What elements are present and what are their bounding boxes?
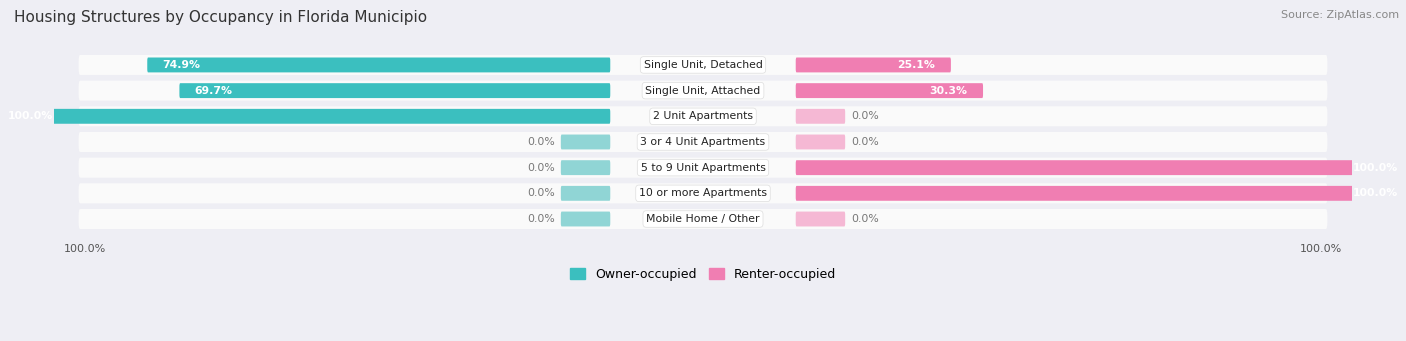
- Text: 0.0%: 0.0%: [852, 137, 879, 147]
- FancyBboxPatch shape: [796, 186, 1406, 201]
- Text: 30.3%: 30.3%: [929, 86, 967, 95]
- Text: 0.0%: 0.0%: [527, 214, 554, 224]
- FancyBboxPatch shape: [561, 211, 610, 226]
- Text: Mobile Home / Other: Mobile Home / Other: [647, 214, 759, 224]
- Text: 100.0%: 100.0%: [1353, 188, 1399, 198]
- FancyBboxPatch shape: [561, 186, 610, 201]
- FancyBboxPatch shape: [796, 160, 1406, 175]
- Text: 2 Unit Apartments: 2 Unit Apartments: [652, 111, 754, 121]
- FancyBboxPatch shape: [79, 106, 1327, 126]
- Text: 5 to 9 Unit Apartments: 5 to 9 Unit Apartments: [641, 163, 765, 173]
- Text: 0.0%: 0.0%: [527, 137, 554, 147]
- Text: 100.0%: 100.0%: [1353, 163, 1399, 173]
- FancyBboxPatch shape: [79, 132, 1327, 152]
- Text: Single Unit, Attached: Single Unit, Attached: [645, 86, 761, 95]
- FancyBboxPatch shape: [0, 109, 610, 124]
- FancyBboxPatch shape: [79, 80, 1327, 101]
- FancyBboxPatch shape: [180, 83, 610, 98]
- FancyBboxPatch shape: [561, 135, 610, 149]
- FancyBboxPatch shape: [79, 158, 1327, 178]
- FancyBboxPatch shape: [796, 211, 845, 226]
- Text: 0.0%: 0.0%: [852, 111, 879, 121]
- Text: 0.0%: 0.0%: [852, 214, 879, 224]
- FancyBboxPatch shape: [561, 160, 610, 175]
- Text: 0.0%: 0.0%: [527, 188, 554, 198]
- FancyBboxPatch shape: [796, 83, 983, 98]
- FancyBboxPatch shape: [148, 58, 610, 72]
- Text: 25.1%: 25.1%: [897, 60, 935, 70]
- FancyBboxPatch shape: [79, 55, 1327, 75]
- Text: Source: ZipAtlas.com: Source: ZipAtlas.com: [1281, 10, 1399, 20]
- Text: 0.0%: 0.0%: [527, 163, 554, 173]
- FancyBboxPatch shape: [796, 135, 845, 149]
- Text: Single Unit, Detached: Single Unit, Detached: [644, 60, 762, 70]
- Text: Housing Structures by Occupancy in Florida Municipio: Housing Structures by Occupancy in Flori…: [14, 10, 427, 25]
- FancyBboxPatch shape: [796, 109, 845, 124]
- Text: 10 or more Apartments: 10 or more Apartments: [638, 188, 768, 198]
- Text: 74.9%: 74.9%: [163, 60, 201, 70]
- Text: 3 or 4 Unit Apartments: 3 or 4 Unit Apartments: [641, 137, 765, 147]
- FancyBboxPatch shape: [79, 183, 1327, 203]
- Text: 100.0%: 100.0%: [7, 111, 53, 121]
- Text: 69.7%: 69.7%: [195, 86, 233, 95]
- FancyBboxPatch shape: [796, 58, 950, 72]
- Legend: Owner-occupied, Renter-occupied: Owner-occupied, Renter-occupied: [565, 263, 841, 286]
- FancyBboxPatch shape: [79, 209, 1327, 229]
